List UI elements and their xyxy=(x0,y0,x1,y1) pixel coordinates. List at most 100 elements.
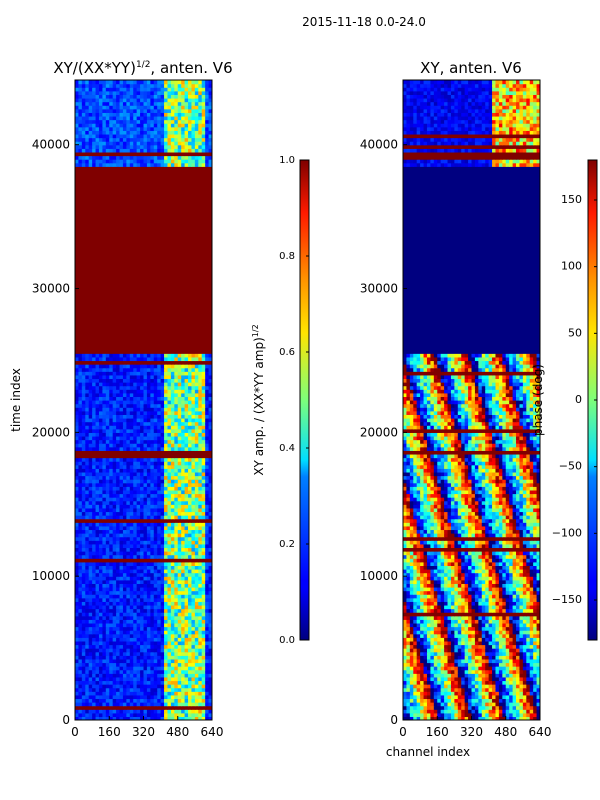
heatmap-cell xyxy=(102,425,107,430)
heatmap-cell xyxy=(191,698,196,703)
heatmap-cell xyxy=(98,676,103,682)
heatmap-cell xyxy=(157,630,162,635)
heatmap-cell xyxy=(194,676,199,682)
heatmap-cell xyxy=(126,364,131,369)
heatmap-cell xyxy=(102,123,107,128)
heatmap-cell xyxy=(153,716,158,720)
heatmap-cell xyxy=(112,464,117,469)
heatmap-cell xyxy=(109,148,114,153)
heatmap-cell xyxy=(208,356,212,362)
heatmap-cell xyxy=(81,691,86,696)
heatmap-cell xyxy=(133,364,138,369)
heatmap-cell xyxy=(205,525,210,531)
heatmap-cell xyxy=(167,608,172,613)
heatmap-cell xyxy=(102,374,107,380)
heatmap-cell xyxy=(188,364,193,369)
heatmap-cell xyxy=(102,126,107,131)
heatmap-cell xyxy=(191,432,196,437)
heatmap-cell xyxy=(150,558,155,563)
heatmap-cell xyxy=(150,471,155,477)
heatmap-cell xyxy=(129,159,134,164)
heatmap-cell xyxy=(126,123,131,128)
heatmap-cell xyxy=(105,108,110,113)
heatmap-cell xyxy=(98,673,103,678)
heatmap-cell xyxy=(92,666,97,671)
heatmap-cell xyxy=(105,407,110,412)
heatmap-cell xyxy=(119,525,124,531)
heatmap-cell xyxy=(188,500,193,505)
heatmap-cell xyxy=(188,547,193,552)
heatmap-cell xyxy=(143,698,148,703)
heatmap-cell xyxy=(194,493,199,498)
heatmap-cell xyxy=(160,486,165,491)
heatmap-cell xyxy=(122,572,127,577)
heatmap-cell xyxy=(112,658,117,664)
heatmap-cell xyxy=(116,500,121,505)
heatmap-cell xyxy=(157,666,162,671)
heatmap-cell xyxy=(116,450,121,455)
heatmap-cell xyxy=(153,551,158,556)
heatmap-cell xyxy=(181,666,186,671)
heatmap-cell xyxy=(81,374,86,380)
heatmap-cell xyxy=(157,453,162,459)
heatmap-cell xyxy=(170,396,175,401)
heatmap-cell xyxy=(78,367,83,372)
heatmap-cell xyxy=(129,644,134,649)
heatmap-cell xyxy=(92,590,97,595)
heatmap-cell xyxy=(133,712,138,718)
heatmap-cell xyxy=(177,536,182,541)
heatmap-cell xyxy=(188,112,193,117)
heatmap-cell xyxy=(188,572,193,577)
heatmap-cell xyxy=(143,382,148,387)
heatmap-cell xyxy=(126,382,131,387)
heatmap-cell xyxy=(102,608,107,613)
heatmap-cell xyxy=(167,457,172,462)
heatmap-cell xyxy=(129,507,134,513)
heatmap-cell xyxy=(153,482,158,487)
heatmap-cell xyxy=(198,428,203,433)
heatmap-cell xyxy=(136,648,141,653)
heatmap-cell xyxy=(201,101,206,106)
heatmap-cell xyxy=(146,439,151,444)
heatmap-cell xyxy=(122,500,127,505)
heatmap-cell xyxy=(78,583,83,588)
heatmap-cell xyxy=(102,536,107,541)
heatmap-cell xyxy=(194,572,199,577)
heatmap-cell xyxy=(95,507,100,513)
heatmap-cell xyxy=(150,529,155,534)
heatmap-cell xyxy=(136,590,141,595)
heatmap-cell xyxy=(184,691,189,696)
heatmap-cell xyxy=(167,669,172,674)
heatmap-cell xyxy=(184,615,189,620)
heatmap-cell xyxy=(88,648,93,653)
heatmap-cell xyxy=(140,90,145,95)
heatmap-cell xyxy=(208,87,212,92)
heatmap-cell xyxy=(78,626,83,631)
heatmap-cell xyxy=(85,421,90,426)
heatmap-cell xyxy=(78,360,83,365)
heatmap-cell xyxy=(105,396,110,401)
heatmap-cell xyxy=(164,515,169,520)
heatmap-cell xyxy=(177,558,182,563)
heatmap-cell xyxy=(164,536,169,541)
heatmap-cell xyxy=(153,518,158,523)
heatmap-cell xyxy=(208,141,212,146)
heatmap-cell xyxy=(75,414,80,419)
heatmap-cell xyxy=(85,367,90,372)
heatmap-cell xyxy=(164,601,169,606)
heatmap-cell xyxy=(88,371,93,376)
heatmap-cell xyxy=(201,356,206,362)
heatmap-cell xyxy=(98,522,103,527)
heatmap-cell xyxy=(88,565,93,570)
heatmap-cell xyxy=(167,619,172,624)
heatmap-cell xyxy=(92,586,97,592)
heatmap-cell xyxy=(201,511,206,516)
heatmap-cell xyxy=(116,410,121,415)
heatmap-cell xyxy=(188,356,193,362)
heatmap-cell xyxy=(194,604,199,610)
heatmap-cell xyxy=(126,464,131,469)
heatmap-cell xyxy=(153,702,158,707)
heatmap-cell xyxy=(81,421,86,426)
heatmap-cell xyxy=(133,421,138,426)
heatmap-cell xyxy=(95,443,100,448)
